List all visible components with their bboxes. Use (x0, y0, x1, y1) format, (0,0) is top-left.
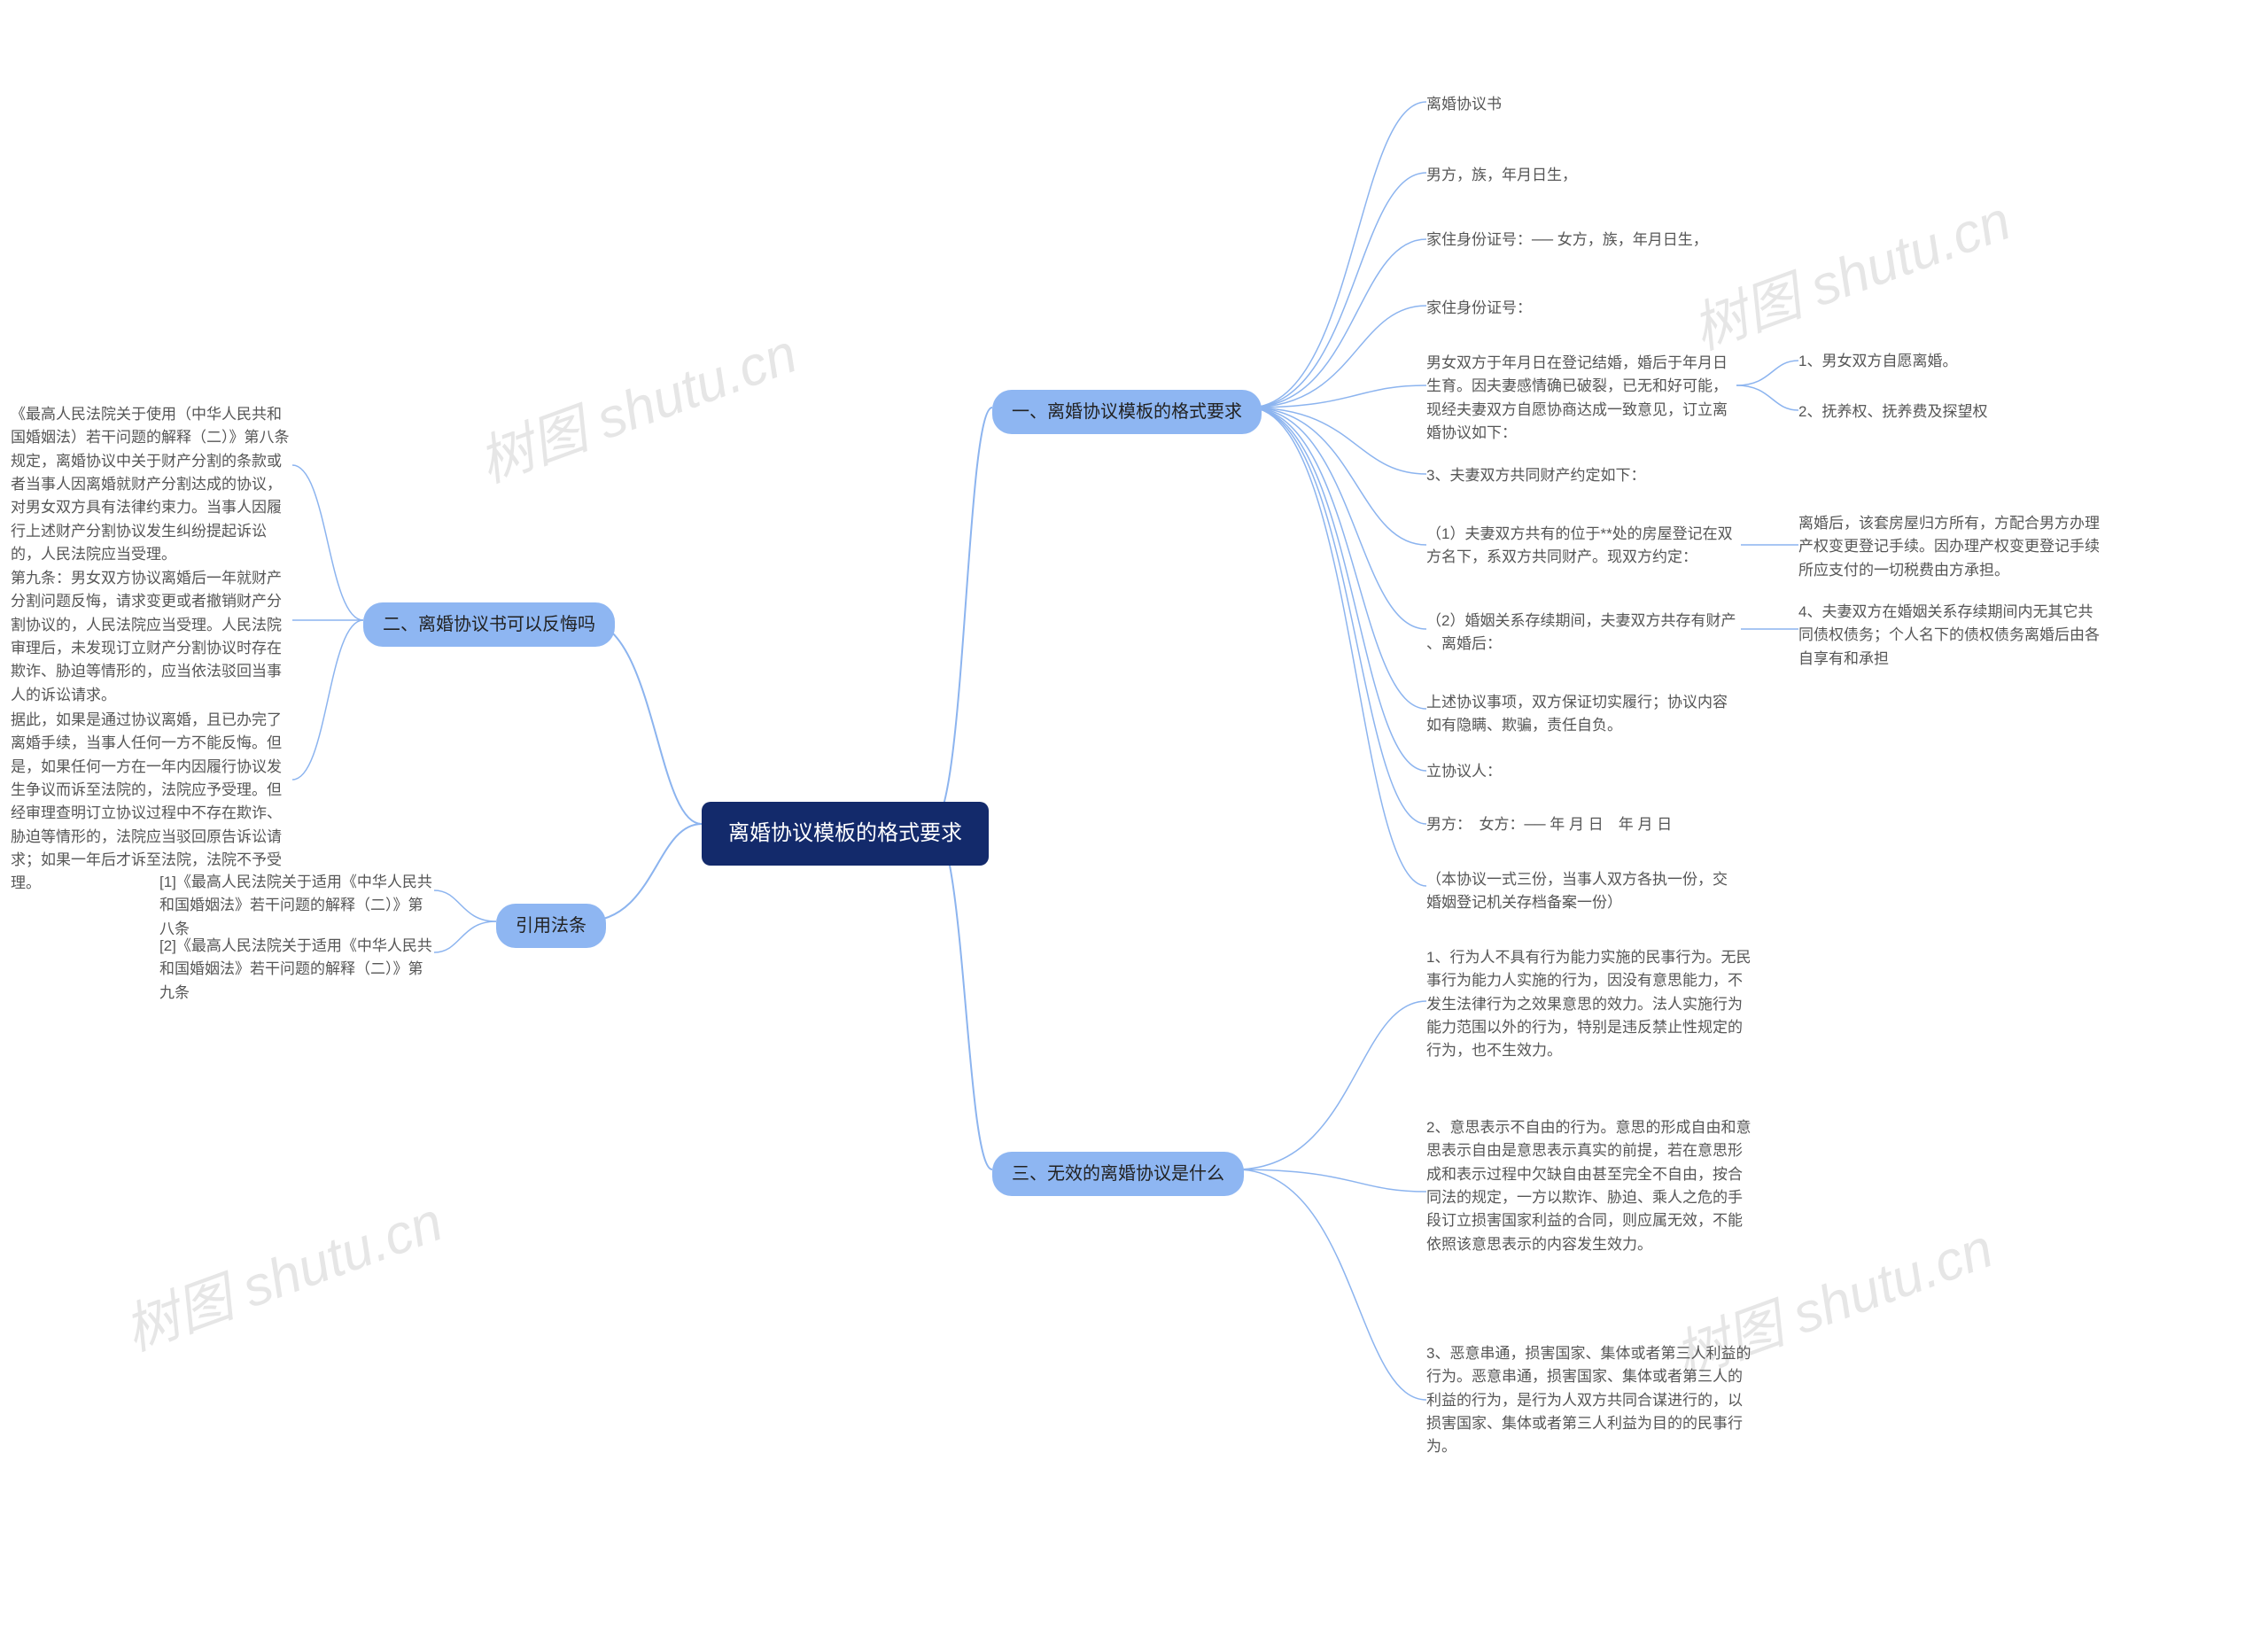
leaf-b4-2: [2]《最高人民法院关于适用《中华人民共和国婚姻法》若干问题的解释（二）》第九条 (159, 935, 434, 1005)
leaf-b1-5-1: 1、男女双方自愿离婚。 (1798, 350, 1957, 373)
leaf-b1-4: 家住身份证号： (1426, 297, 1532, 320)
root-node[interactable]: 离婚协议模板的格式要求 (702, 802, 989, 866)
leaf-b1-7-1: 离婚后，该套房屋归方所有，方配合男方办理产权变更登记手续。因办理产权变更登记手续… (1798, 512, 2104, 582)
leaf-b1-9: 上述协议事项，双方保证切实履行；协议内容如有隐瞒、欺骗，责任自负。 (1426, 691, 1732, 738)
leaf-b4-1: [1]《最高人民法院关于适用《中华人民共和国婚姻法》若干问题的解释（二）》第八条 (159, 871, 434, 941)
watermark: 树图 shutu.cn (466, 308, 806, 497)
leaf-b2-3: 据此，如果是通过协议离婚，且已办完了离婚手续，当事人任何一方不能反悔。但是，如果… (11, 709, 294, 896)
leaf-b1-3: 家住身份证号：── 女方，族，年月日生， (1426, 229, 1708, 252)
leaf-b2-2: 第九条：男女双方协议离婚后一年就财产分割问题反悔，请求变更或者撤销财产分割协议的… (11, 567, 294, 707)
leaf-b1-5-2: 2、抚养权、抚养费及探望权 (1798, 400, 1987, 423)
leaf-b1-7: （1）夫妻双方共有的位于**处的房屋登记在双方名下，系双方共同财产。现双方约定： (1426, 523, 1736, 570)
leaf-b1-12: （本协议一式三份，当事人双方各执一份，交婚姻登记机关存档备案一份） (1426, 868, 1728, 915)
connectors (0, 0, 2268, 1647)
mindmap-canvas: 树图 shutu.cn 树图 shutu.cn 树图 shutu.cn 树图 s… (0, 0, 2268, 1647)
leaf-b1-1: 离婚协议书 (1426, 93, 1502, 116)
leaf-b1-5: 男女双方于年月日在登记结婚，婚后于年月日生育。因夫妻感情确已破裂，已无和好可能，… (1426, 352, 1732, 445)
leaf-b3-3: 3、恶意串通，损害国家、集体或者第三人利益的行为。恶意串通，损害国家、集体或者第… (1426, 1342, 1754, 1459)
watermark: 树图 shutu.cn (1680, 175, 2020, 364)
leaf-b2-1: 《最高人民法院关于使用（中华人民共和国婚姻法）若干问题的解释（二）》第八条规定，… (11, 403, 294, 566)
watermark: 树图 shutu.cn (112, 1177, 452, 1365)
leaf-b3-2: 2、意思表示不自由的行为。意思的形成自由和意思表示自由是意思表示真实的前提，若在… (1426, 1116, 1754, 1256)
branch-1[interactable]: 一、离婚协议模板的格式要求 (992, 390, 1262, 434)
leaf-b3-1: 1、行为人不具有行为能力实施的民事行为。无民事行为能力人实施的行为，因没有意思能… (1426, 946, 1754, 1063)
branch-3[interactable]: 三、无效的离婚协议是什么 (992, 1152, 1244, 1196)
leaf-b1-6: 3、夫妻双方共同财产约定如下： (1426, 464, 1645, 487)
leaf-b1-11: 男方： 女方：── 年 月 日 年 月 日 (1426, 813, 1672, 836)
branch-4[interactable]: 引用法条 (496, 904, 606, 948)
leaf-b1-10: 立协议人： (1426, 760, 1502, 783)
leaf-b1-8-1: 4、夫妻双方在婚姻关系存续期间内无其它共同债权债务；个人名下的债权债务离婚后由各… (1798, 601, 2104, 671)
leaf-b1-2: 男方，族，年月日生， (1426, 164, 1577, 187)
branch-2[interactable]: 二、离婚协议书可以反悔吗 (363, 602, 615, 647)
leaf-b1-8: （2）婚姻关系存续期间，夫妻双方共存有财产 、离婚后： (1426, 610, 1736, 656)
